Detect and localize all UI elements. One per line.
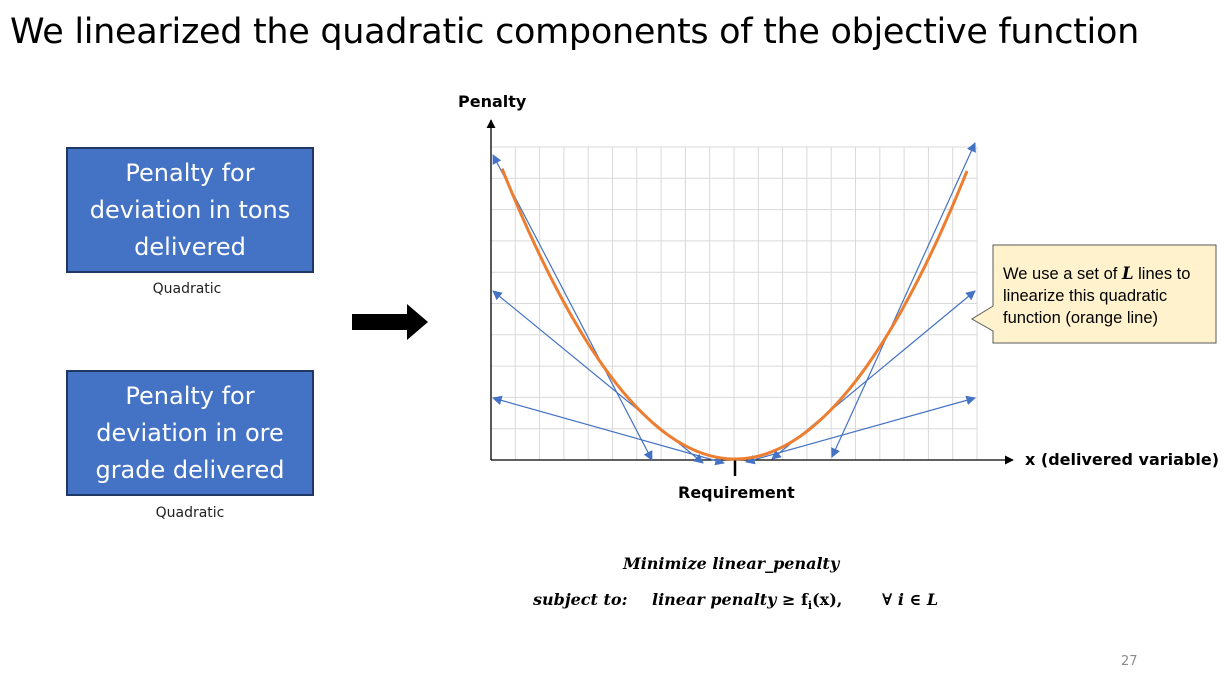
callout-symbol: L xyxy=(1121,264,1134,283)
constraint-sub: i xyxy=(807,599,813,613)
slide-title: We linearized the quadratic components o… xyxy=(10,12,1139,52)
constraint-arg: (x), xyxy=(812,590,843,609)
subject-to-label: subject to: xyxy=(533,590,628,609)
page-number: 27 xyxy=(1121,654,1138,669)
forall-formula: ∀ i ∈ L xyxy=(882,590,939,609)
constraint-lhs: linear penalty ≥ xyxy=(652,590,802,609)
quadratic-curve xyxy=(500,168,969,461)
penalty-grade-caption: Quadratic xyxy=(155,505,225,521)
x-axis-label: x (delivered variable) xyxy=(1025,450,1220,469)
linearizing-line xyxy=(745,395,976,465)
requirement-label: Requirement xyxy=(678,483,795,502)
minimize-formula: Minimize linear_penalty xyxy=(623,554,840,573)
callout-text: We use a set of L lines to linearize thi… xyxy=(1003,263,1213,329)
constraint-fn: f xyxy=(801,590,808,609)
y-axis-label: Penalty xyxy=(458,92,527,111)
penalty-tons-caption: Quadratic xyxy=(152,281,222,297)
penalty-tons-box: Penalty for deviation in tons delivered xyxy=(66,147,314,273)
constraint-formula: linear penalty ≥ fi(x), xyxy=(652,590,842,612)
right-arrow-icon xyxy=(352,304,428,340)
linearizing-line xyxy=(492,395,725,466)
callout-text-before: We use a set of xyxy=(1003,265,1122,283)
penalty-grade-box: Penalty for deviation in ore grade deliv… xyxy=(66,370,314,496)
callout-text-after: lines to linearize this quadratic functi… xyxy=(1003,265,1191,327)
